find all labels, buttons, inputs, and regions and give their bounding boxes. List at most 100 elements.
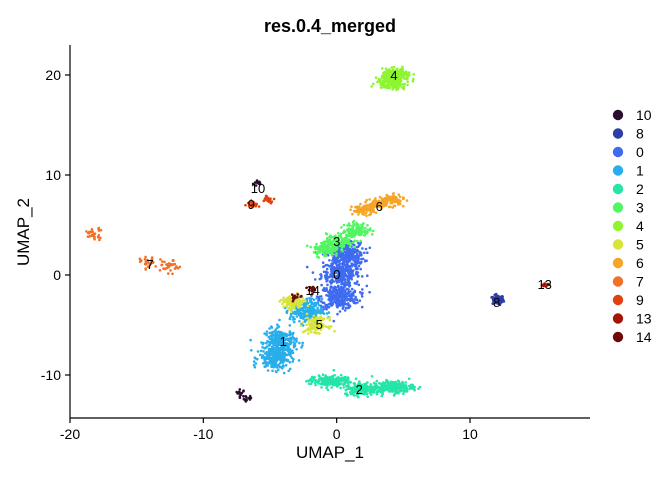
point [154,265,157,268]
point [358,226,362,230]
point [346,292,350,296]
point [87,232,91,235]
cluster-label-2: 2 [356,382,363,397]
legend-key-7 [612,276,624,287]
point [342,278,345,282]
point [332,368,336,372]
legend: 10 8 0 1 2 3 4 5 6 7 9 13 14 [612,107,652,345]
point [399,68,402,72]
point [288,361,292,364]
point [283,341,287,345]
point [357,264,361,268]
point [325,279,328,283]
point [158,269,162,272]
point [282,305,286,309]
point [391,88,395,91]
point [349,295,353,299]
point [291,299,295,303]
point [290,306,293,309]
point [285,303,289,307]
point [493,293,497,297]
point [262,350,265,353]
point [354,250,357,253]
point [317,374,321,378]
y-tick-label: 10 [45,167,61,183]
point [393,195,397,199]
point [341,256,345,260]
point [402,392,405,396]
point [380,67,384,70]
point [387,80,390,84]
point [306,304,310,308]
point [273,336,277,340]
point [360,293,364,296]
point [305,302,309,305]
point [340,226,343,229]
point [372,381,376,385]
point [322,265,326,268]
point [275,350,279,353]
point [348,238,351,241]
point [246,201,250,205]
point [314,248,317,251]
point [391,72,395,76]
point [308,328,311,332]
point [377,199,381,203]
point [251,182,255,186]
x-tick-label: -20 [60,426,80,442]
point [387,74,390,77]
point [358,391,362,395]
point [289,315,292,319]
point [342,272,346,275]
point [351,230,354,233]
point [396,69,400,73]
point [372,210,376,214]
cluster-labels-layer: 10 8 0 1 2 3 4 5 6 7 9 13 14 [146,68,552,397]
point [371,205,375,209]
point [340,277,343,280]
point [341,281,344,284]
point [278,318,281,322]
point [401,384,404,388]
point [397,392,400,395]
point [337,266,340,269]
cluster-10-points [235,179,262,403]
point [169,269,172,272]
cluster-1-points [249,297,331,375]
legend-label-10: 10 [636,107,652,123]
point [346,378,350,381]
point [147,265,151,269]
point [335,264,339,267]
point [281,302,284,306]
point [288,324,292,327]
cluster-label-6: 6 [376,199,383,214]
point [265,361,269,364]
point [281,349,284,352]
point [305,286,308,290]
point [282,296,285,300]
point [315,297,318,300]
point [347,303,350,307]
point [331,269,335,272]
point [315,246,319,249]
point [352,223,356,227]
cluster-label-1: 1 [280,334,287,349]
point [347,254,350,257]
point [333,293,336,297]
point [300,346,303,349]
point [346,256,350,260]
point [249,199,253,202]
point [300,308,303,312]
point [302,303,306,306]
point [313,322,317,326]
point [359,253,362,257]
point [238,395,242,398]
point [350,274,353,278]
point [334,299,338,303]
point [345,392,348,395]
point [314,303,318,307]
point [333,239,337,243]
point [347,222,351,225]
point [307,288,311,292]
point [332,256,335,260]
